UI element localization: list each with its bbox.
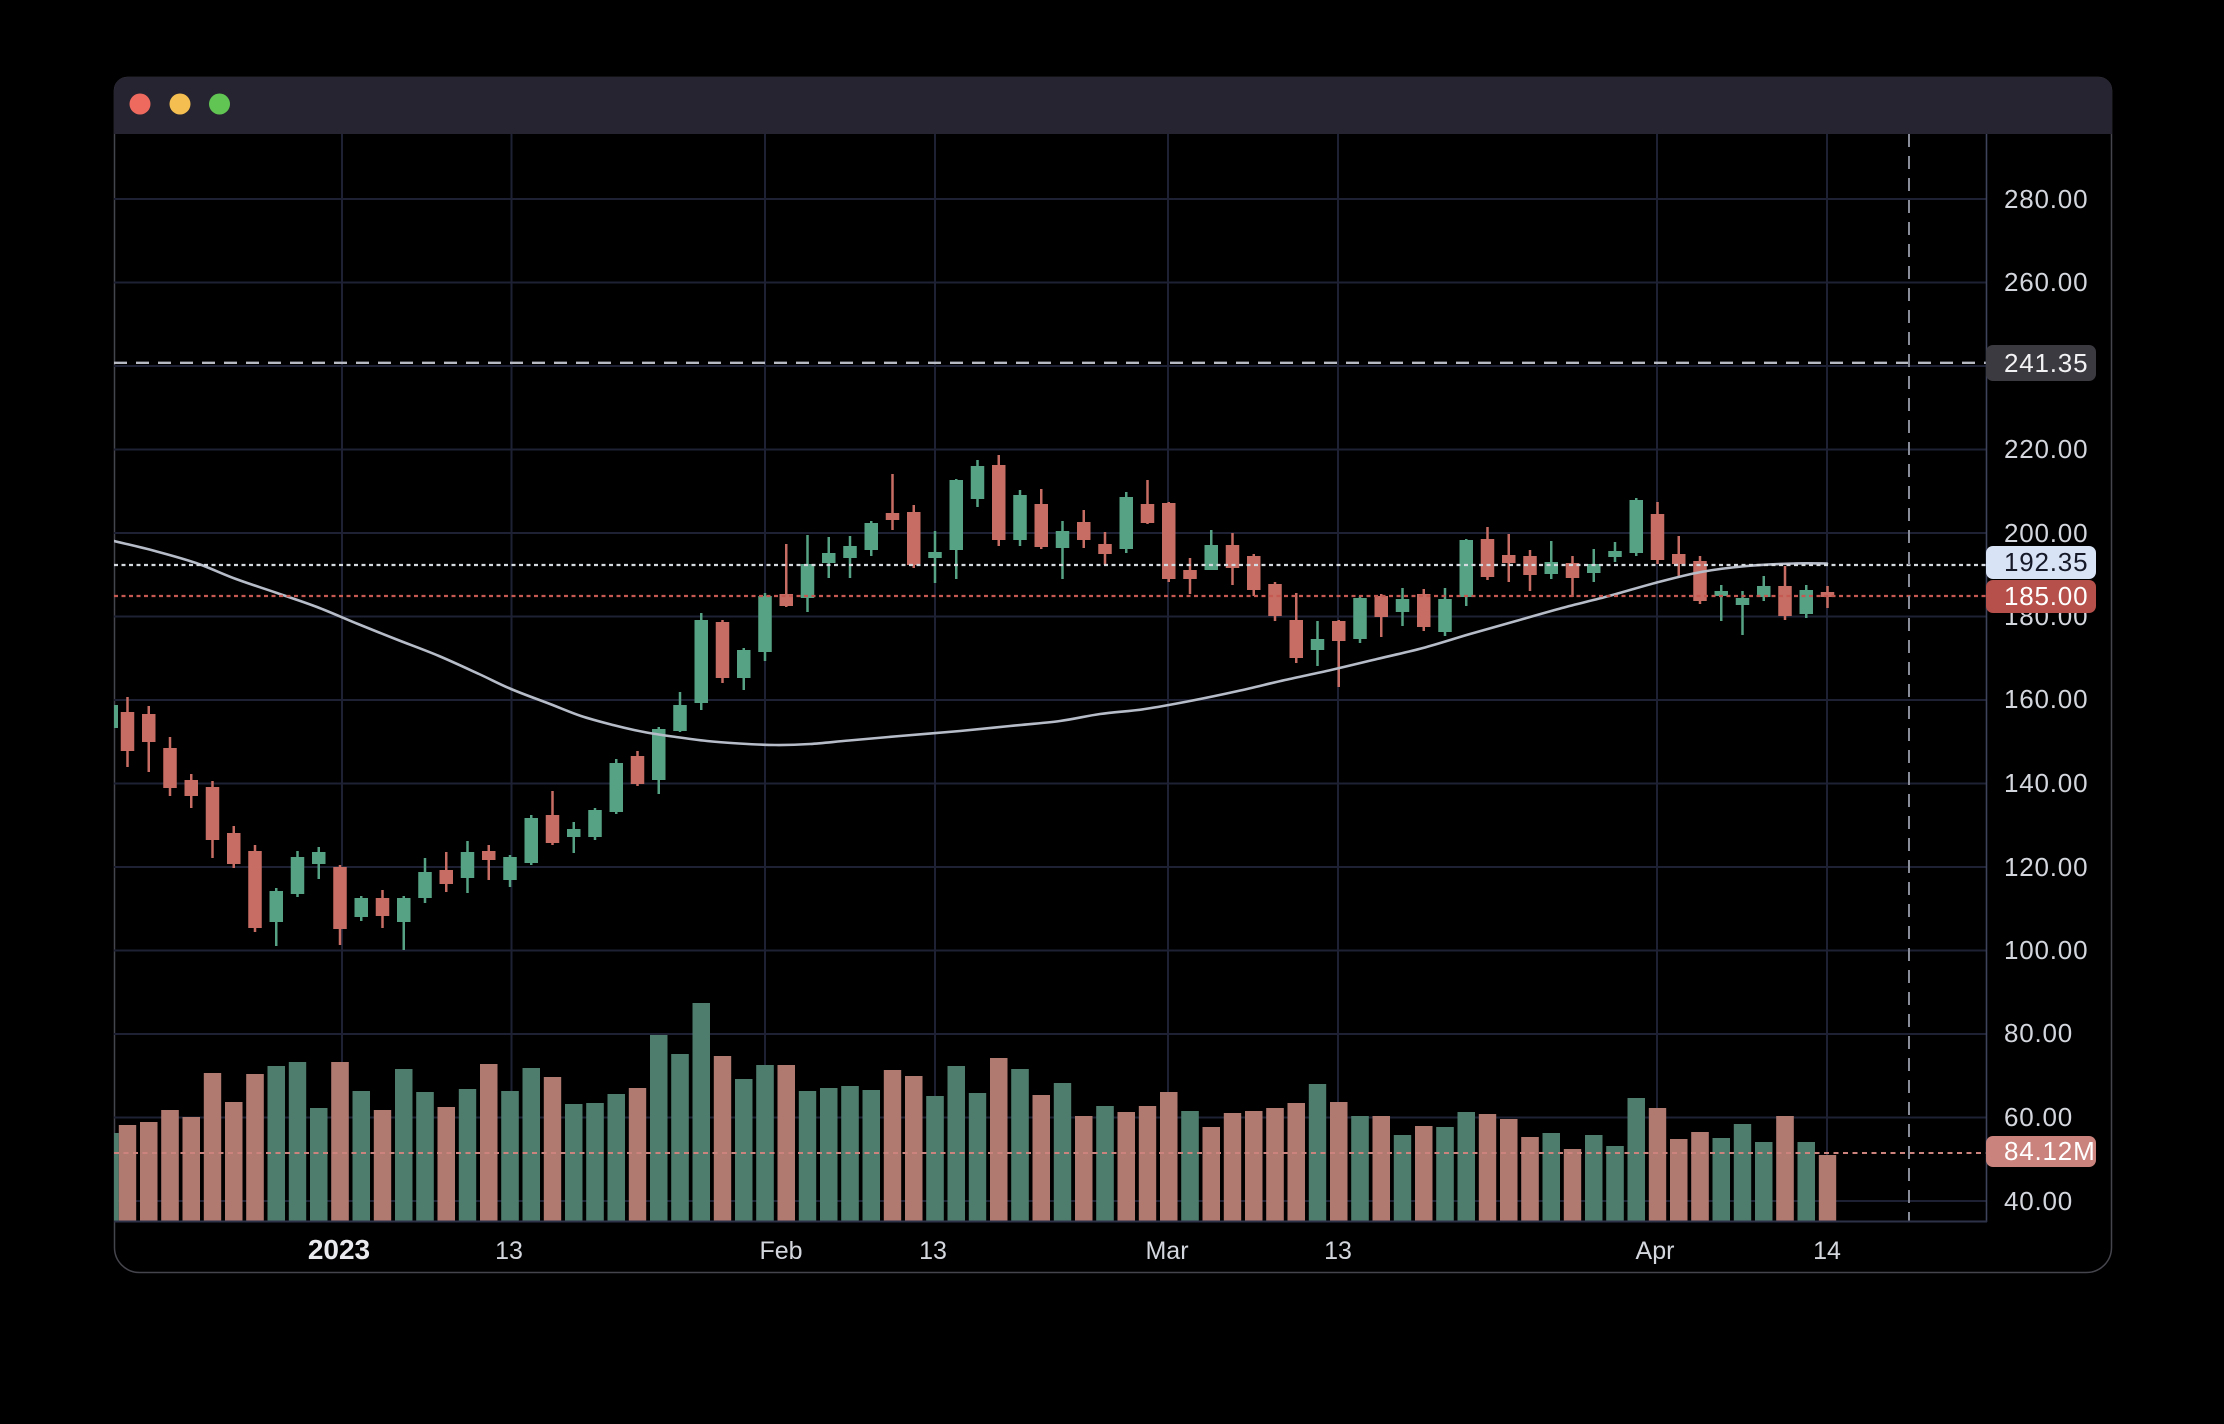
svg-text:60.00: 60.00: [2004, 1102, 2073, 1132]
svg-text:84.12M: 84.12M: [2004, 1136, 2096, 1166]
svg-text:Mar: Mar: [1145, 1237, 1188, 1265]
svg-text:40.00: 40.00: [2004, 1186, 2073, 1216]
svg-text:280.00: 280.00: [2004, 184, 2088, 214]
svg-text:185.00: 185.00: [2004, 581, 2088, 611]
svg-text:220.00: 220.00: [2004, 434, 2088, 464]
svg-text:140.00: 140.00: [2004, 768, 2088, 798]
svg-text:Feb: Feb: [759, 1237, 802, 1265]
svg-text:2023: 2023: [308, 1234, 370, 1265]
svg-text:120.00: 120.00: [2004, 852, 2088, 882]
svg-text:14: 14: [1813, 1237, 1841, 1265]
svg-text:13: 13: [919, 1237, 947, 1265]
svg-text:Apr: Apr: [1636, 1237, 1675, 1265]
svg-text:200.00: 200.00: [2004, 518, 2088, 548]
svg-text:13: 13: [495, 1237, 523, 1265]
svg-text:160.00: 160.00: [2004, 684, 2088, 714]
svg-text:13: 13: [1324, 1237, 1352, 1265]
svg-text:241.35: 241.35: [2004, 348, 2088, 378]
svg-text:192.35: 192.35: [2004, 547, 2088, 577]
svg-text:80.00: 80.00: [2004, 1018, 2073, 1048]
svg-text:260.00: 260.00: [2004, 267, 2088, 297]
svg-text:100.00: 100.00: [2004, 935, 2088, 965]
